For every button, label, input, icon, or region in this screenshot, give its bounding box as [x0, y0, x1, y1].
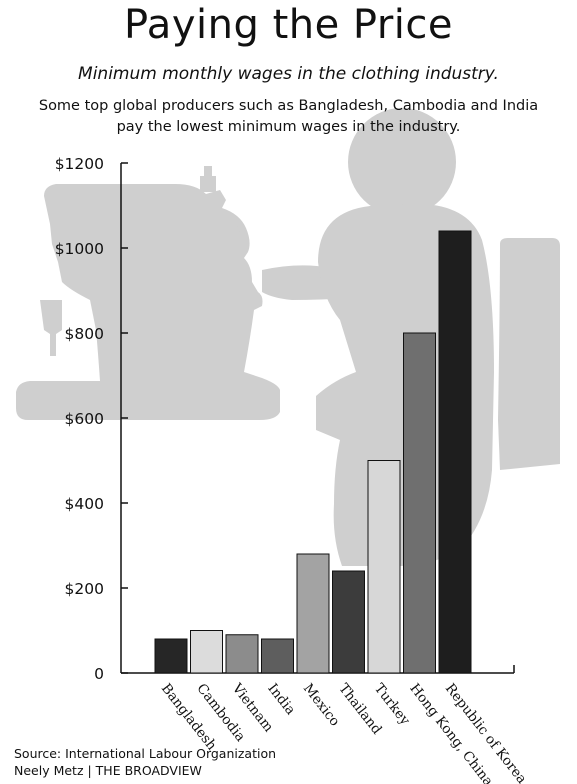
bar — [438, 230, 472, 674]
bar — [296, 553, 330, 674]
y-tick-label: $1200 — [55, 155, 104, 173]
source-note: Source: International Labour Organizatio… — [14, 745, 276, 779]
y-tick-label: $800 — [65, 325, 104, 343]
y-tick-label: 0 — [94, 665, 104, 683]
bar-series — [154, 230, 472, 674]
y-axis-tick-labels: 0 $200 $400 $600 $800 $1000 $1200 — [55, 155, 104, 683]
y-tick-label: $200 — [65, 580, 104, 598]
y-tick-label: $600 — [65, 410, 104, 428]
credit-text: Neely Metz | THE BROADVIEW — [14, 763, 202, 778]
y-tick-label: $1000 — [55, 240, 104, 258]
chart-description: Some top global producers such as Bangla… — [38, 98, 539, 135]
bar — [332, 570, 365, 674]
bar — [154, 638, 188, 674]
chart-subtitle: Minimum monthly wages in the clothing in… — [78, 64, 499, 84]
bar — [367, 460, 401, 674]
source-text: Source: International Labour Organizatio… — [14, 746, 277, 761]
x-tick-label: India — [264, 681, 298, 718]
y-tick-label: $400 — [65, 495, 104, 513]
chart-title: Paying the Price — [123, 2, 453, 48]
bar — [403, 332, 436, 674]
bar — [190, 630, 223, 674]
bar — [225, 634, 259, 674]
bar — [261, 638, 294, 674]
x-tick-label: Mexico — [300, 681, 343, 730]
